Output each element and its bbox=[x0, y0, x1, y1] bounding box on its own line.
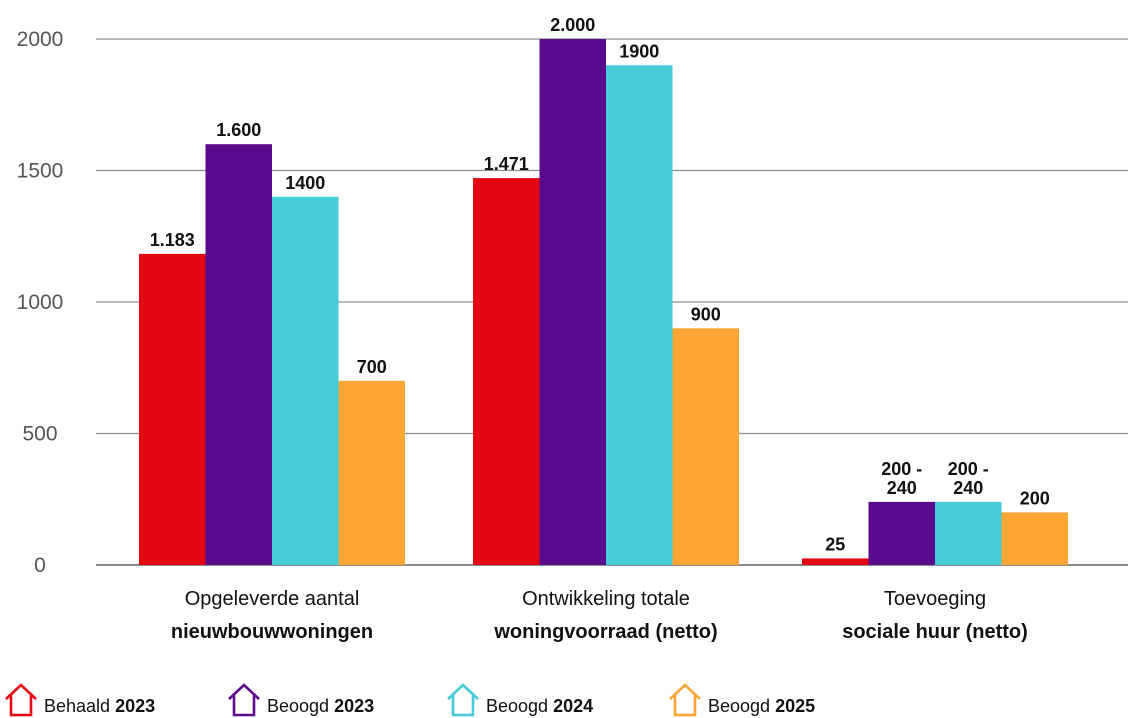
bar bbox=[606, 65, 673, 566]
y-tick-label: 2000 bbox=[17, 28, 64, 51]
data-label: 240 bbox=[953, 478, 983, 498]
bar bbox=[338, 380, 405, 565]
data-label: 900 bbox=[691, 304, 721, 324]
legend-label-prefix: Behaald bbox=[44, 696, 115, 716]
data-label: 240 bbox=[887, 478, 917, 498]
legend-item: Behaald 2023 bbox=[5, 683, 155, 717]
legend-label-year: 2023 bbox=[115, 696, 155, 716]
bar bbox=[139, 253, 206, 565]
category-label-line1: Ontwikkeling totale bbox=[522, 588, 690, 610]
legend-label-prefix: Beoogd bbox=[267, 696, 334, 716]
bar bbox=[473, 178, 540, 565]
data-label: 1.183 bbox=[150, 230, 195, 250]
category-label-line2: woningvoorraad (netto) bbox=[493, 621, 717, 643]
legend-label-year: 2023 bbox=[334, 696, 374, 716]
bar bbox=[868, 501, 935, 565]
bar bbox=[672, 328, 739, 565]
y-tick-label: 1000 bbox=[17, 291, 64, 314]
y-axis-ticks: 0 500 1000 1500 2000 bbox=[17, 28, 64, 577]
legend-label-prefix: Beoogd bbox=[708, 696, 775, 716]
data-label: 200 - bbox=[881, 459, 922, 479]
bar bbox=[802, 558, 869, 565]
house-icon bbox=[228, 683, 260, 717]
data-label: 1400 bbox=[285, 173, 325, 193]
legend-label: Beoogd 2024 bbox=[486, 696, 593, 716]
legend-item: Beoogd 2024 bbox=[447, 683, 593, 717]
y-tick-label: 0 bbox=[34, 554, 46, 577]
category-label-line2: nieuwbouwwoningen bbox=[171, 621, 373, 643]
category-labels: Opgeleverde aantal nieuwbouwwoningen Ontwi… bbox=[171, 588, 1028, 643]
data-label: 25 bbox=[825, 534, 845, 554]
house-icon bbox=[669, 683, 701, 717]
category-label-line2: sociale huur (netto) bbox=[842, 621, 1028, 643]
y-tick-label: 1500 bbox=[17, 160, 64, 183]
category-label-line1: Opgeleverde aantal bbox=[185, 588, 360, 610]
legend: Behaald 2023 Beoogd 2023 Beoogd 2024 Beoogd… bbox=[5, 683, 815, 717]
data-labels: 1.183 1.600 1400 700 1.471 2.000 1900 900 25 200 … bbox=[150, 15, 1050, 554]
legend-label: Beoogd 2025 bbox=[708, 696, 815, 716]
data-label: 1.471 bbox=[484, 154, 529, 174]
bar bbox=[1001, 512, 1068, 565]
legend-label: Beoogd 2023 bbox=[267, 696, 374, 716]
legend-item: Beoogd 2023 bbox=[228, 683, 374, 717]
legend-item: Beoogd 2025 bbox=[669, 683, 815, 717]
data-label: 2.000 bbox=[550, 15, 595, 35]
legend-label-year: 2024 bbox=[553, 696, 593, 716]
data-label: 700 bbox=[357, 357, 387, 377]
data-label: 1.600 bbox=[216, 120, 261, 140]
bar bbox=[539, 39, 606, 565]
house-icon bbox=[5, 683, 37, 717]
data-label: 200 bbox=[1020, 488, 1050, 508]
bar bbox=[205, 144, 272, 565]
legend-label-prefix: Beoogd bbox=[486, 696, 553, 716]
legend-label: Behaald 2023 bbox=[44, 696, 155, 716]
bar bbox=[935, 501, 1002, 565]
y-tick-label: 500 bbox=[22, 423, 57, 446]
category-label-line1: Toevoeging bbox=[884, 588, 986, 610]
data-label: 1900 bbox=[619, 41, 659, 61]
data-label: 200 - bbox=[948, 459, 989, 479]
legend-label-year: 2025 bbox=[775, 696, 815, 716]
bars bbox=[139, 39, 1068, 566]
bar bbox=[272, 196, 339, 566]
house-icon bbox=[447, 683, 479, 717]
